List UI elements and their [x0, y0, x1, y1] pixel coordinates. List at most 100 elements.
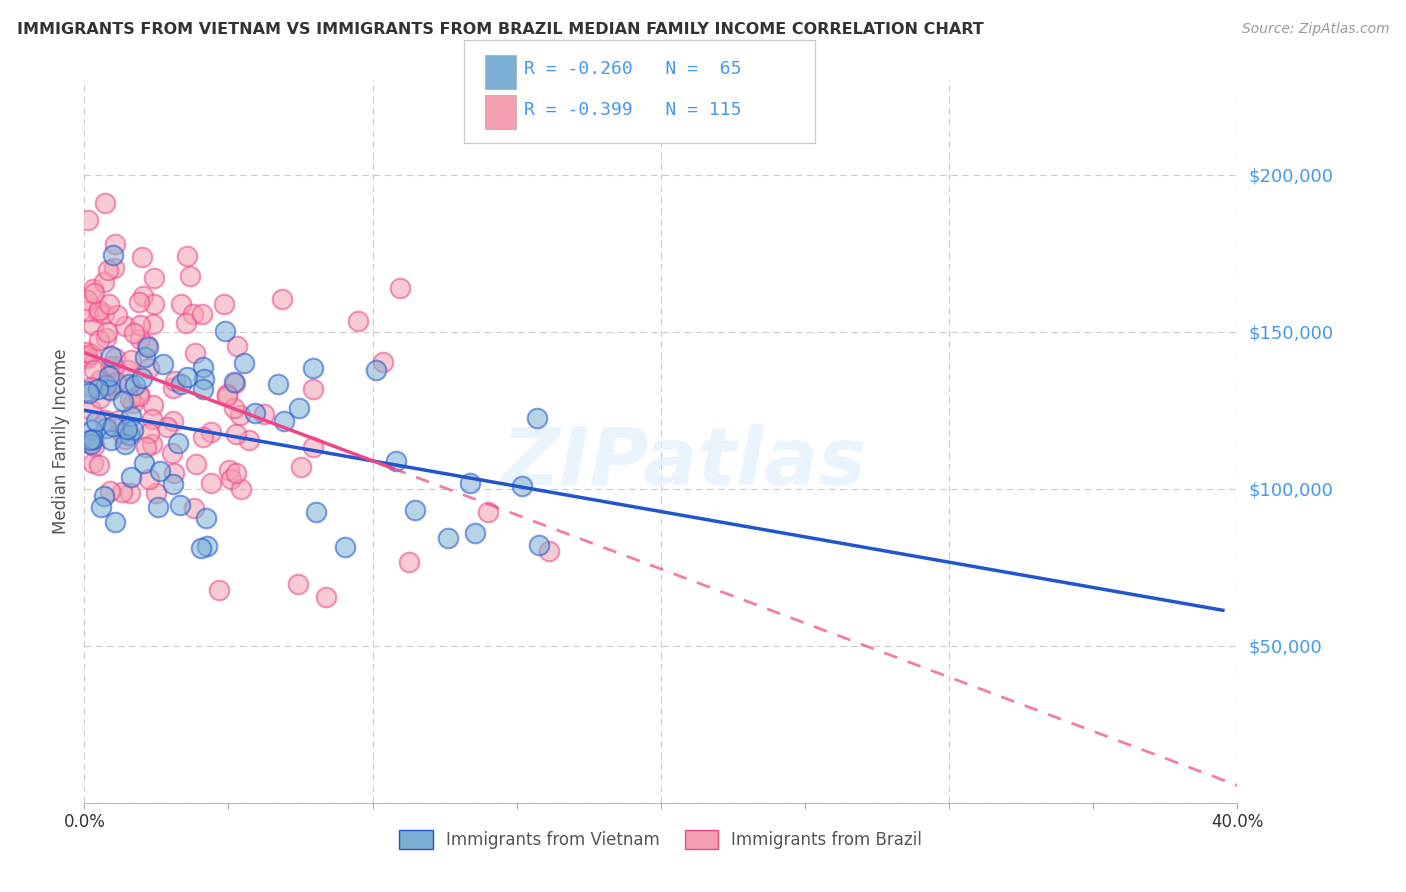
Y-axis label: Median Family Income: Median Family Income: [52, 349, 70, 534]
Point: [121, 423, 143, 437]
Point: [77, 436, 100, 450]
Point: [86, 382, 108, 396]
Point: [117, 363, 139, 377]
Point: [190, 541, 212, 556]
Point: [195, 539, 218, 553]
Point: [167, 435, 190, 450]
Point: [129, 332, 152, 346]
Point: [80, 403, 103, 417]
Point: [233, 356, 256, 370]
Point: [93, 275, 115, 289]
Point: [142, 297, 165, 311]
Point: [87, 305, 110, 319]
Point: [527, 538, 550, 552]
Point: [404, 503, 426, 517]
Point: [238, 434, 260, 448]
Point: [191, 307, 214, 321]
Point: [183, 346, 205, 360]
Point: [100, 378, 122, 392]
Point: [97, 297, 120, 311]
Point: [143, 271, 166, 285]
Point: [141, 412, 163, 426]
Point: [83, 439, 105, 453]
Point: [184, 457, 207, 471]
Point: [76, 293, 98, 307]
Point: [101, 419, 124, 434]
Point: [138, 360, 160, 375]
Point: [273, 414, 295, 428]
Point: [114, 437, 136, 451]
Point: [200, 475, 222, 490]
Point: [212, 297, 235, 311]
Point: [100, 384, 122, 398]
Point: [82, 318, 104, 332]
Text: IMMIGRANTS FROM VIETNAM VS IMMIGRANTS FROM BRAZIL MEDIAN FAMILY INCOME CORRELATI: IMMIGRANTS FROM VIETNAM VS IMMIGRANTS FR…: [17, 22, 984, 37]
Point: [114, 319, 136, 334]
Point: [142, 317, 165, 331]
Point: [120, 486, 142, 500]
Point: [79, 434, 101, 448]
Point: [218, 462, 240, 476]
Point: [135, 440, 157, 454]
Point: [98, 483, 121, 498]
Point: [118, 377, 141, 392]
Point: [76, 351, 98, 365]
Point: [89, 333, 111, 347]
Text: ZIPatlas: ZIPatlas: [502, 425, 866, 502]
Point: [94, 331, 117, 345]
Point: [287, 401, 309, 415]
Point: [366, 363, 388, 377]
Point: [108, 413, 131, 427]
Point: [222, 401, 245, 415]
Point: [253, 407, 276, 421]
Point: [222, 375, 245, 389]
Point: [83, 363, 105, 377]
Point: [104, 515, 127, 529]
Point: [77, 385, 100, 400]
Point: [112, 394, 135, 409]
Point: [80, 346, 103, 360]
Point: [170, 297, 193, 311]
Point: [169, 498, 191, 512]
Point: [290, 460, 312, 475]
Point: [118, 428, 141, 442]
Point: [103, 359, 125, 373]
Point: [104, 351, 127, 365]
Text: R = -0.260   N =  65: R = -0.260 N = 65: [524, 61, 742, 78]
Point: [129, 318, 152, 333]
Point: [162, 381, 184, 395]
Point: [181, 307, 204, 321]
Point: [152, 358, 174, 372]
Point: [104, 375, 127, 389]
Point: [437, 531, 460, 545]
Point: [191, 360, 214, 375]
Point: [141, 437, 163, 451]
Point: [160, 445, 183, 459]
Point: [510, 479, 533, 493]
Point: [267, 376, 290, 391]
Point: [120, 409, 142, 423]
Point: [98, 359, 121, 373]
Point: [124, 378, 146, 392]
Point: [77, 304, 100, 318]
Point: [136, 340, 159, 354]
Point: [86, 415, 108, 429]
Point: [302, 440, 325, 454]
Point: [96, 420, 118, 434]
Point: [162, 477, 184, 491]
Point: [131, 371, 153, 385]
Point: [194, 511, 217, 525]
Point: [305, 505, 328, 519]
Point: [243, 406, 266, 420]
Point: [200, 425, 222, 439]
Point: [93, 307, 115, 321]
Point: [302, 361, 325, 376]
Point: [170, 377, 193, 392]
Point: [217, 387, 239, 401]
Point: [388, 280, 411, 294]
Point: [225, 466, 247, 480]
Point: [76, 384, 98, 398]
Point: [156, 420, 179, 434]
Point: [136, 338, 159, 352]
Point: [128, 389, 150, 403]
